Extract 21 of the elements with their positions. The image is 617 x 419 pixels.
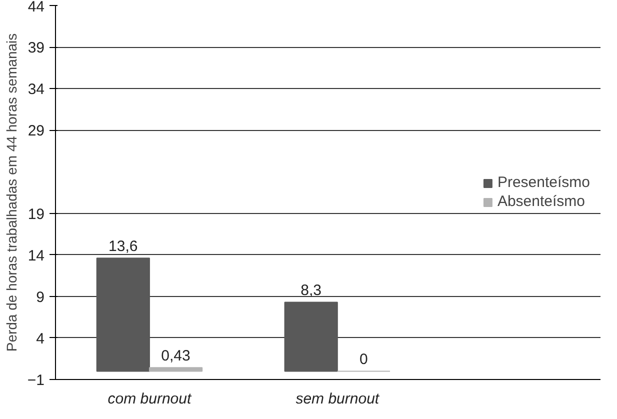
bar — [148, 367, 203, 372]
y-tick-label: 14 — [28, 247, 45, 264]
data-label: 8,3 — [300, 282, 322, 300]
bar — [284, 302, 338, 372]
y-tick-label: 34 — [28, 81, 45, 98]
legend-label: Absenteísmo — [497, 193, 585, 210]
y-tick-label: 9 — [36, 288, 44, 306]
y-axis-title: Perda de horas trabalhadas em 44 horas semanais — [3, 33, 20, 352]
y-tick-label: 19 — [28, 206, 45, 223]
data-label: 0,43 — [161, 348, 190, 365]
bar — [96, 258, 150, 372]
y-tick-label: −1 — [27, 372, 45, 389]
x-tick-label: sem burnout — [296, 390, 380, 408]
x-tick-label: com burnout — [108, 390, 192, 408]
y-tick-label: 4 — [36, 330, 44, 348]
data-label: 13,6 — [108, 238, 138, 256]
legend-label: Presenteísmo — [497, 174, 590, 191]
y-tick-label: 44 — [28, 0, 45, 16]
y-tick-label: 39 — [28, 40, 45, 57]
y-tick-label: 29 — [28, 122, 45, 140]
data-label: 0 — [360, 351, 368, 368]
